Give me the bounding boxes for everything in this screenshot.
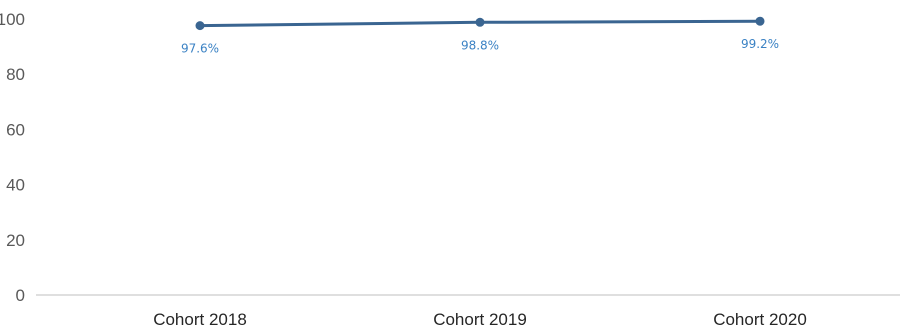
y-tick-label: 60: [6, 120, 25, 139]
data-point[interactable]: [755, 16, 765, 26]
y-tick-label: 100: [0, 10, 25, 29]
data-labels: 97.6% 98.8% 99.2%: [181, 37, 779, 55]
y-tick-label: 40: [6, 176, 25, 195]
x-tick-label: Cohort 2020: [713, 310, 807, 329]
x-tick-label: Cohort 2019: [433, 310, 527, 329]
data-point[interactable]: [475, 17, 485, 27]
y-tick-label: 20: [6, 231, 25, 250]
y-tick-label: 80: [6, 65, 25, 84]
series-layer: [195, 16, 765, 31]
data-point[interactable]: [195, 21, 205, 31]
x-tick-label: Cohort 2018: [153, 310, 247, 329]
data-label: 97.6%: [181, 42, 219, 56]
data-label: 98.8%: [461, 38, 499, 52]
data-label: 99.2%: [741, 37, 779, 51]
y-axis: 0 20 40 60 80 100: [0, 10, 60, 305]
y-tick-label: 0: [16, 286, 25, 305]
x-axis: Cohort 2018 Cohort 2019 Cohort 2020: [60, 294, 900, 329]
